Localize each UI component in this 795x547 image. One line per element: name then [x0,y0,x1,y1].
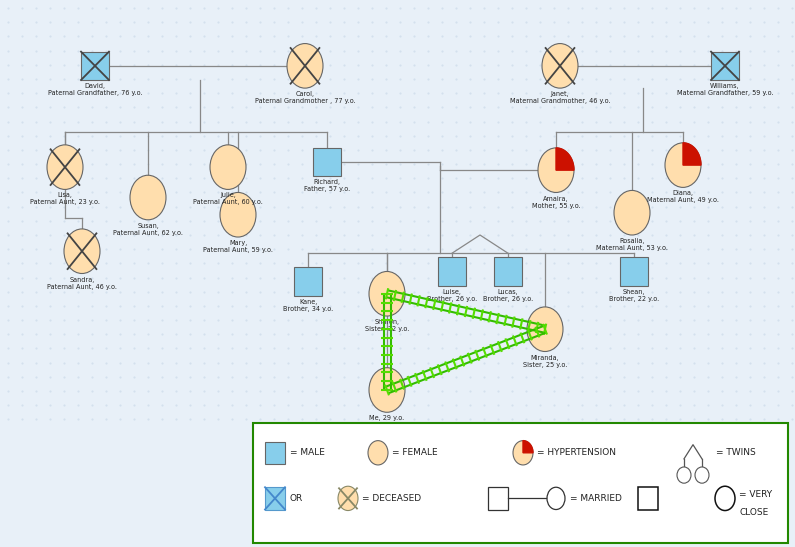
Text: Shean,
Brother, 22 y.o.: Shean, Brother, 22 y.o. [609,289,659,302]
Ellipse shape [547,487,565,509]
Text: David,
Paternal Grandfather, 76 y.o.: David, Paternal Grandfather, 76 y.o. [48,83,142,96]
FancyBboxPatch shape [620,257,648,286]
Ellipse shape [47,145,83,189]
Text: Williams,
Maternal Grandfather, 59 y.o.: Williams, Maternal Grandfather, 59 y.o. [677,83,774,96]
Text: Janet,
Maternal Grandmother, 46 y.o.: Janet, Maternal Grandmother, 46 y.o. [510,91,611,104]
Ellipse shape [369,368,405,412]
Polygon shape [683,143,701,165]
Polygon shape [523,441,533,453]
FancyBboxPatch shape [488,487,508,509]
Ellipse shape [542,44,578,88]
FancyBboxPatch shape [711,51,739,80]
FancyBboxPatch shape [265,487,285,509]
FancyBboxPatch shape [294,267,322,296]
Text: Lucas,
Brother, 26 y.o.: Lucas, Brother, 26 y.o. [483,289,533,302]
Ellipse shape [677,467,691,483]
Text: Kane,
Brother, 34 y.o.: Kane, Brother, 34 y.o. [283,299,333,312]
Text: CLOSE: CLOSE [739,508,768,517]
Text: Julie,
Paternal Aunt, 60 y.o.: Julie, Paternal Aunt, 60 y.o. [193,193,263,206]
Ellipse shape [130,175,166,220]
Ellipse shape [220,193,256,237]
FancyBboxPatch shape [438,257,466,286]
Text: Carol,
Paternal Grandmother , 77 y.o.: Carol, Paternal Grandmother , 77 y.o. [254,91,355,104]
FancyBboxPatch shape [313,148,341,176]
Text: Lisa,
Paternal Aunt, 23 y.o.: Lisa, Paternal Aunt, 23 y.o. [30,193,100,206]
Ellipse shape [695,467,709,483]
Ellipse shape [614,190,650,235]
Text: Me, 29 y.o.: Me, 29 y.o. [370,415,405,421]
Ellipse shape [338,486,358,510]
Ellipse shape [369,271,405,316]
Ellipse shape [513,441,533,465]
Text: = HYPERTENSION: = HYPERTENSION [537,449,616,457]
FancyBboxPatch shape [494,257,522,286]
FancyBboxPatch shape [265,441,285,464]
Text: = VERY: = VERY [739,490,772,499]
Text: = TWINS: = TWINS [716,449,756,457]
Text: = FEMALE: = FEMALE [392,449,437,457]
FancyBboxPatch shape [253,423,788,543]
Ellipse shape [210,145,246,189]
FancyBboxPatch shape [638,487,658,509]
Text: = MARRIED: = MARRIED [570,494,622,503]
Ellipse shape [287,44,323,88]
Text: Amaira,
Mother, 55 y.o.: Amaira, Mother, 55 y.o. [532,195,580,208]
Text: Miranda,
Sister, 25 y.o.: Miranda, Sister, 25 y.o. [523,354,567,368]
Text: = DECEASED: = DECEASED [362,494,421,503]
Ellipse shape [665,143,701,188]
Text: OR: OR [290,494,303,503]
FancyBboxPatch shape [81,51,109,80]
Text: Susan,
Paternal Aunt, 62 y.o.: Susan, Paternal Aunt, 62 y.o. [113,223,183,236]
Ellipse shape [715,486,735,510]
Text: Diana,
Maternal Aunt, 49 y.o.: Diana, Maternal Aunt, 49 y.o. [647,190,719,203]
Ellipse shape [64,229,100,274]
Ellipse shape [538,148,574,193]
Text: Richard,
Father, 57 y.o.: Richard, Father, 57 y.o. [304,179,350,193]
Text: Luise,
Brother, 26 y.o.: Luise, Brother, 26 y.o. [427,289,477,302]
Text: Sandra,
Paternal Aunt, 46 y.o.: Sandra, Paternal Aunt, 46 y.o. [47,277,117,289]
Ellipse shape [527,307,563,352]
Ellipse shape [368,441,388,465]
Text: = MALE: = MALE [290,449,325,457]
Text: Sharon,
Sister, 32 y.o.: Sharon, Sister, 32 y.o. [365,319,409,332]
Text: Mary,
Paternal Aunt, 59 y.o.: Mary, Paternal Aunt, 59 y.o. [203,240,273,253]
Text: Rosalia,
Maternal Aunt, 53 y.o.: Rosalia, Maternal Aunt, 53 y.o. [596,238,668,251]
Polygon shape [556,148,574,170]
